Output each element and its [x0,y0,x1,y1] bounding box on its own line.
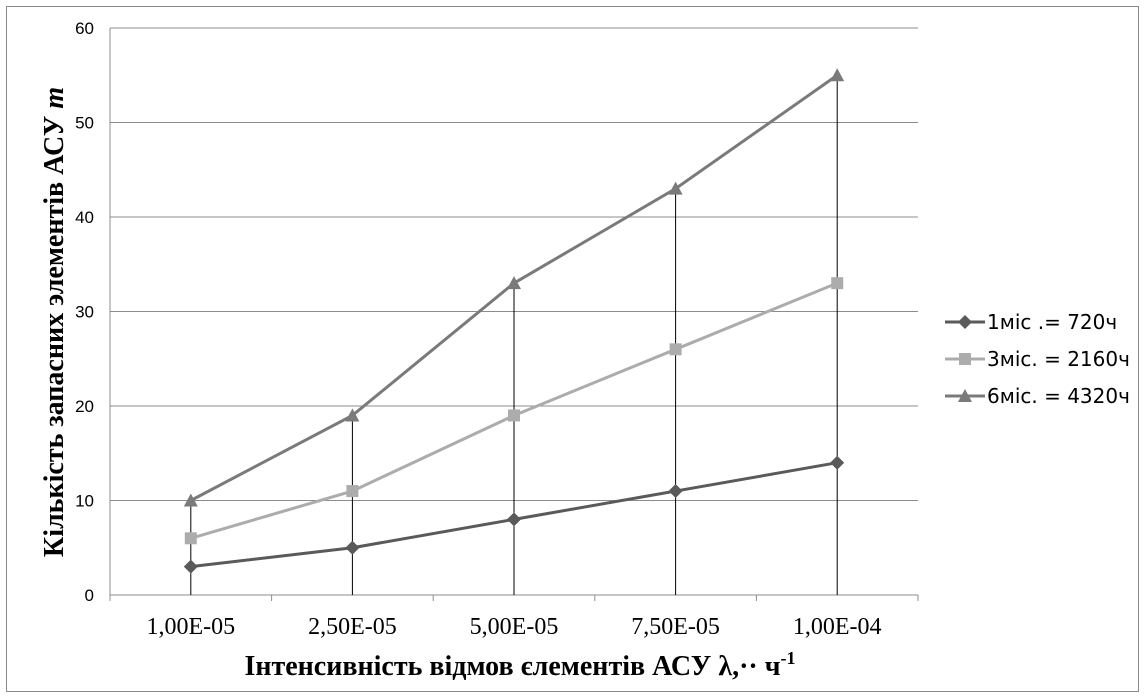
series-2 [184,277,844,545]
data-point [831,277,844,290]
data-point [183,559,198,574]
legend: 1міс .= 720ч 3міс. = 2160ч 6міс. = 4320ч [945,310,1130,408]
legend-label: 1міс .= 720ч [987,310,1117,334]
data-point [345,540,360,555]
data-point [507,512,521,527]
y-tick-label: 60 [75,19,94,38]
y-tick-label: 50 [75,114,94,133]
y-tick-label: 0 [85,586,94,605]
data-point [668,484,683,499]
series-1 [183,455,845,574]
x-axis-title: Інтенсивність відмов єлементів АСУ λ,·· … [244,648,795,682]
drop-lines [190,75,838,595]
series-3 [183,68,845,507]
y-tick-label: 20 [75,397,94,416]
x-tick-label: 7,50E-05 [631,614,720,640]
data-point [830,68,845,82]
data-point [183,493,198,507]
data-point [830,455,845,470]
gridlines [110,27,918,501]
x-tick-label: 1,00E-04 [793,614,882,640]
y-tick-label: 40 [75,208,94,227]
data-point [507,276,521,290]
y-tick-label: 30 [75,303,94,322]
x-tick-label: 2,50E-05 [308,614,397,640]
legend-label: 6міс. = 4320ч [987,384,1130,408]
legend-marker [959,353,971,365]
data-point [669,343,682,356]
legend-marker [958,389,972,402]
legend-item: 1міс .= 720ч [945,310,1117,334]
x-tick-label: 1,00E-05 [146,614,235,640]
x-tick-label: 5,00E-05 [470,614,559,640]
legend-marker [958,315,972,329]
tick-labels: 0 10 20 30 40 50 60 1,00E-05 2,50E-05 5,00E-05 7,5… [75,19,881,640]
y-axis-title: Кількість запасних элементів АСУ m [39,87,70,557]
legend-item: 3міс. = 2160ч [945,347,1130,371]
y-tick-label: 10 [75,492,94,511]
data-point [184,532,197,545]
data-point [346,485,359,498]
chart-frame [6,6,1139,692]
data-point [345,408,360,422]
data-point [508,409,520,422]
legend-item: 6міс. = 4320ч [945,384,1130,408]
data-point [668,181,683,195]
legend-label: 3міс. = 2160ч [987,347,1130,371]
series-lines [183,68,845,574]
